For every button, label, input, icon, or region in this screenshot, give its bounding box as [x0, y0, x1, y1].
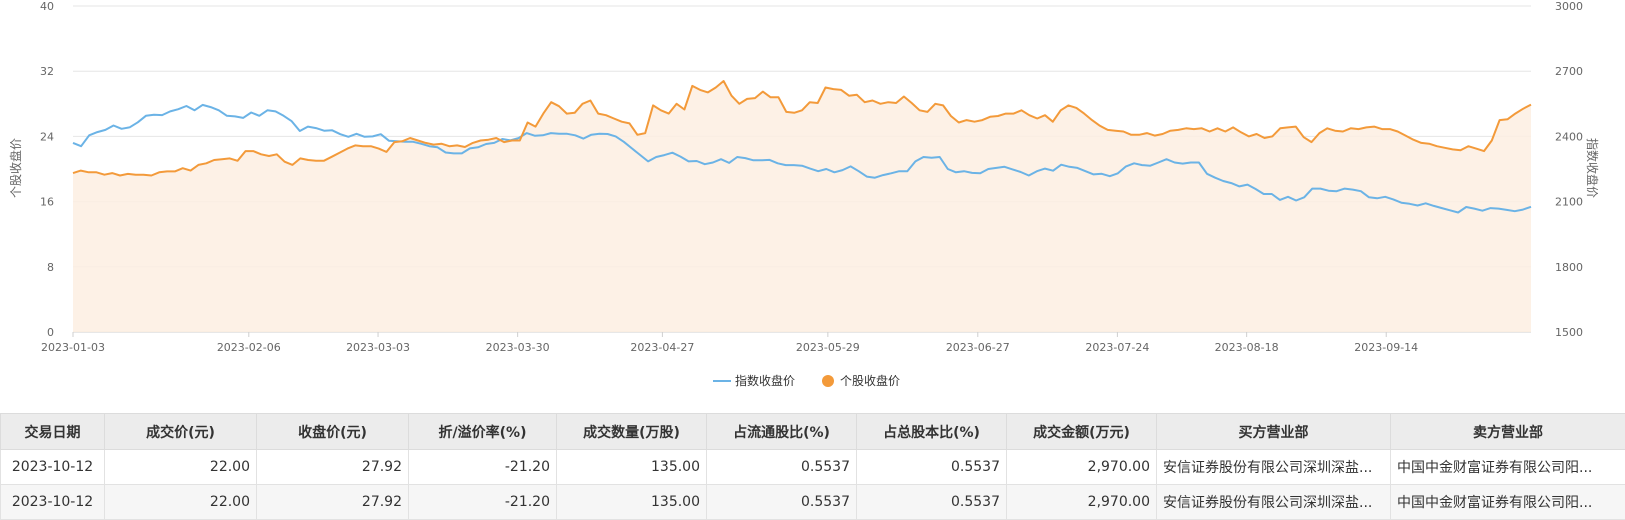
stock-legend-label[interactable]: 个股收盘价	[840, 373, 900, 388]
col-trade-price: 成交价(元)	[105, 414, 257, 450]
cell-buyer[interactable]: 安信证券股份有限公司深圳深盐...	[1157, 485, 1391, 520]
col-total-ratio: 占总股本比(%)	[857, 414, 1007, 450]
x-tick-label: 2023-02-06	[217, 341, 281, 354]
col-buyer: 买方营业部	[1157, 414, 1391, 450]
right-tick-label: 2100	[1555, 196, 1583, 209]
left-tick-label: 40	[40, 0, 54, 13]
col-close-price: 收盘价(元)	[257, 414, 409, 450]
x-axis-ticks: 2023-01-03 2023-02-06 2023-03-03 2023-03-30…	[41, 332, 1418, 354]
col-seller: 卖方营业部	[1391, 414, 1625, 450]
legend[interactable]: 指数收盘价 个股收盘价	[713, 373, 900, 388]
x-tick-label: 2023-06-27	[946, 341, 1010, 354]
cell-trade-date: 2023-10-12	[1, 450, 105, 485]
cell-premium-rate: -21.20	[409, 485, 557, 520]
right-tick-label: 2700	[1555, 65, 1583, 78]
x-tick-label: 2023-08-18	[1215, 341, 1279, 354]
stock-area	[73, 81, 1531, 332]
col-trade-date: 交易日期	[1, 414, 105, 450]
left-tick-label: 24	[40, 130, 54, 143]
cell-premium-rate: -21.20	[409, 450, 557, 485]
x-tick-label: 2023-09-14	[1354, 341, 1418, 354]
col-float-ratio: 占流通股比(%)	[707, 414, 857, 450]
right-axis-ticks: 1500 1800 2100 2400 2700 3000	[1555, 0, 1583, 339]
cell-amount: 2,970.00	[1007, 450, 1157, 485]
left-tick-label: 32	[40, 65, 54, 78]
left-tick-label: 0	[47, 326, 54, 339]
right-tick-label: 1800	[1555, 261, 1583, 274]
block-trade-table: 交易日期 成交价(元) 收盘价(元) 折/溢价率(%) 成交数量(万股) 占流通…	[0, 413, 1625, 520]
col-volume: 成交数量(万股)	[557, 414, 707, 450]
cell-float-ratio: 0.5537	[707, 450, 857, 485]
right-tick-label: 1500	[1555, 326, 1583, 339]
right-axis-title: 指数收盘价	[1585, 138, 1600, 198]
stock-legend-swatch	[822, 375, 834, 387]
x-tick-label: 2023-07-24	[1085, 341, 1149, 354]
cell-total-ratio: 0.5537	[857, 450, 1007, 485]
x-tick-label: 2023-03-03	[346, 341, 410, 354]
table-row: 2023-10-12 22.00 27.92 -21.20 135.00 0.5…	[1, 485, 1625, 520]
cell-total-ratio: 0.5537	[857, 485, 1007, 520]
cell-volume: 135.00	[557, 450, 707, 485]
cell-seller[interactable]: 中国中金财富证券有限公司阳...	[1391, 450, 1625, 485]
right-tick-label: 3000	[1555, 0, 1583, 13]
left-axis-ticks: 0 8 16 24 32 40	[40, 0, 54, 339]
cell-buyer[interactable]: 安信证券股份有限公司深圳深盐...	[1157, 450, 1391, 485]
cell-close-price: 27.92	[257, 450, 409, 485]
cell-trade-price: 22.00	[105, 450, 257, 485]
x-tick-label: 2023-04-27	[630, 341, 694, 354]
right-tick-label: 2400	[1555, 130, 1583, 143]
index-legend-label[interactable]: 指数收盘价	[735, 373, 795, 388]
left-axis-title: 个股收盘价	[8, 138, 23, 198]
price-chart: 0 8 16 24 32 40 1500 1800 2100 2400 2700 3000 2023…	[0, 0, 1625, 405]
x-tick-label: 2023-01-03	[41, 341, 105, 354]
table-header-row: 交易日期 成交价(元) 收盘价(元) 折/溢价率(%) 成交数量(万股) 占流通…	[1, 414, 1625, 450]
left-tick-label: 16	[40, 196, 54, 209]
left-tick-label: 8	[47, 261, 54, 274]
cell-amount: 2,970.00	[1007, 485, 1157, 520]
x-tick-label: 2023-05-29	[796, 341, 860, 354]
cell-seller[interactable]: 中国中金财富证券有限公司阳...	[1391, 485, 1625, 520]
stock-area-fill	[73, 81, 1531, 332]
x-tick-label: 2023-03-30	[486, 341, 550, 354]
cell-close-price: 27.92	[257, 485, 409, 520]
table-row: 2023-10-12 22.00 27.92 -21.20 135.00 0.5…	[1, 450, 1625, 485]
cell-trade-price: 22.00	[105, 485, 257, 520]
col-amount: 成交金额(万元)	[1007, 414, 1157, 450]
cell-volume: 135.00	[557, 485, 707, 520]
cell-float-ratio: 0.5537	[707, 485, 857, 520]
cell-trade-date: 2023-10-12	[1, 485, 105, 520]
col-premium-rate: 折/溢价率(%)	[409, 414, 557, 450]
